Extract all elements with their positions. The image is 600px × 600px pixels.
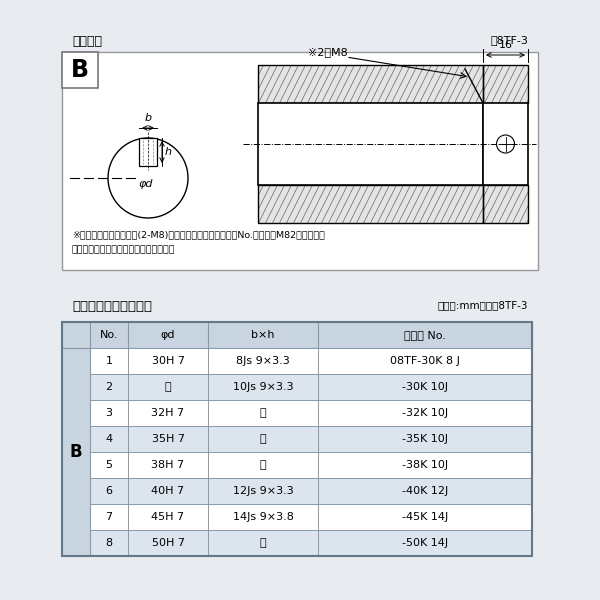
Text: 30H 7: 30H 7	[151, 356, 185, 366]
Bar	[62, 504, 532, 530]
Bar	[62, 426, 532, 452]
Text: 8Js 9×3.3: 8Js 9×3.3	[236, 356, 290, 366]
Text: 軸穴形状コード一覧表: 軸穴形状コード一覧表	[72, 300, 152, 313]
Text: ※2－M8: ※2－M8	[308, 47, 348, 57]
Text: 40H 7: 40H 7	[151, 486, 185, 496]
Text: 3: 3	[106, 408, 113, 418]
Text: 〃: 〃	[260, 434, 266, 444]
Text: 〃: 〃	[260, 408, 266, 418]
Text: （セットボルトは付属されています。）: （セットボルトは付属されています。）	[72, 245, 176, 254]
Bar	[483, 65, 528, 103]
Text: 50H 7: 50H 7	[151, 538, 185, 548]
Text: B: B	[70, 443, 82, 461]
Text: -32K 10J: -32K 10J	[402, 408, 448, 418]
Bar	[483, 65, 528, 103]
Text: -50K 14J: -50K 14J	[402, 538, 448, 548]
Bar	[62, 52, 538, 270]
Bar	[483, 185, 528, 223]
Text: 10Js 9×3.3: 10Js 9×3.3	[233, 382, 293, 392]
Text: -35K 10J: -35K 10J	[402, 434, 448, 444]
Text: φd: φd	[139, 179, 153, 189]
Text: 〃: 〃	[260, 460, 266, 470]
Text: B: B	[71, 58, 89, 82]
Bar	[258, 103, 483, 185]
Text: 38H 7: 38H 7	[151, 460, 185, 470]
Bar	[62, 348, 90, 556]
Text: 08TF-30K 8 J: 08TF-30K 8 J	[390, 356, 460, 366]
Text: 12Js 9×3.3: 12Js 9×3.3	[233, 486, 293, 496]
Bar	[258, 185, 483, 223]
Text: 35H 7: 35H 7	[151, 434, 185, 444]
Text: 16: 16	[499, 40, 512, 50]
Text: 6: 6	[106, 486, 113, 496]
Text: -40K 12J: -40K 12J	[402, 486, 448, 496]
Text: （単位:mm）　表8TF-3: （単位:mm） 表8TF-3	[437, 300, 528, 310]
Text: h: h	[165, 147, 172, 157]
Text: 32H 7: 32H 7	[151, 408, 185, 418]
Text: ※セットボルト用タップ(2-M8)が必要な場合は右記コードNo.の末尾にM82を付ける。: ※セットボルト用タップ(2-M8)が必要な場合は右記コードNo.の末尾にM82を…	[72, 230, 325, 239]
Bar	[258, 185, 483, 223]
Bar	[62, 374, 532, 400]
Bar	[62, 400, 532, 426]
Text: b×h: b×h	[251, 330, 275, 340]
Text: 14Js 9×3.8: 14Js 9×3.8	[233, 512, 293, 522]
Bar	[62, 530, 532, 556]
Text: -45K 14J: -45K 14J	[402, 512, 448, 522]
Bar	[62, 52, 98, 88]
Text: コード No.: コード No.	[404, 330, 446, 340]
Text: 7: 7	[106, 512, 113, 522]
Text: 軸穴形状: 軸穴形状	[72, 35, 102, 48]
Bar	[483, 103, 528, 185]
Text: 4: 4	[106, 434, 113, 444]
Bar	[62, 452, 532, 478]
Bar	[139, 138, 157, 166]
Text: 5: 5	[106, 460, 113, 470]
Bar	[483, 185, 528, 223]
Text: 図8TF-3: 図8TF-3	[490, 35, 528, 45]
Text: 8: 8	[106, 538, 113, 548]
Text: 1: 1	[106, 356, 113, 366]
Text: 〃: 〃	[164, 382, 172, 392]
Text: 45H 7: 45H 7	[151, 512, 185, 522]
Bar	[62, 348, 532, 374]
Bar	[62, 478, 532, 504]
Text: b: b	[145, 113, 152, 123]
Text: 〃: 〃	[260, 538, 266, 548]
Text: -30K 10J: -30K 10J	[402, 382, 448, 392]
Text: -38K 10J: -38K 10J	[402, 460, 448, 470]
Bar	[258, 65, 483, 103]
Bar	[62, 322, 532, 348]
Text: No.: No.	[100, 330, 118, 340]
Bar	[258, 65, 483, 103]
Bar	[62, 322, 532, 556]
Text: 2: 2	[106, 382, 113, 392]
Text: φd: φd	[161, 330, 175, 340]
